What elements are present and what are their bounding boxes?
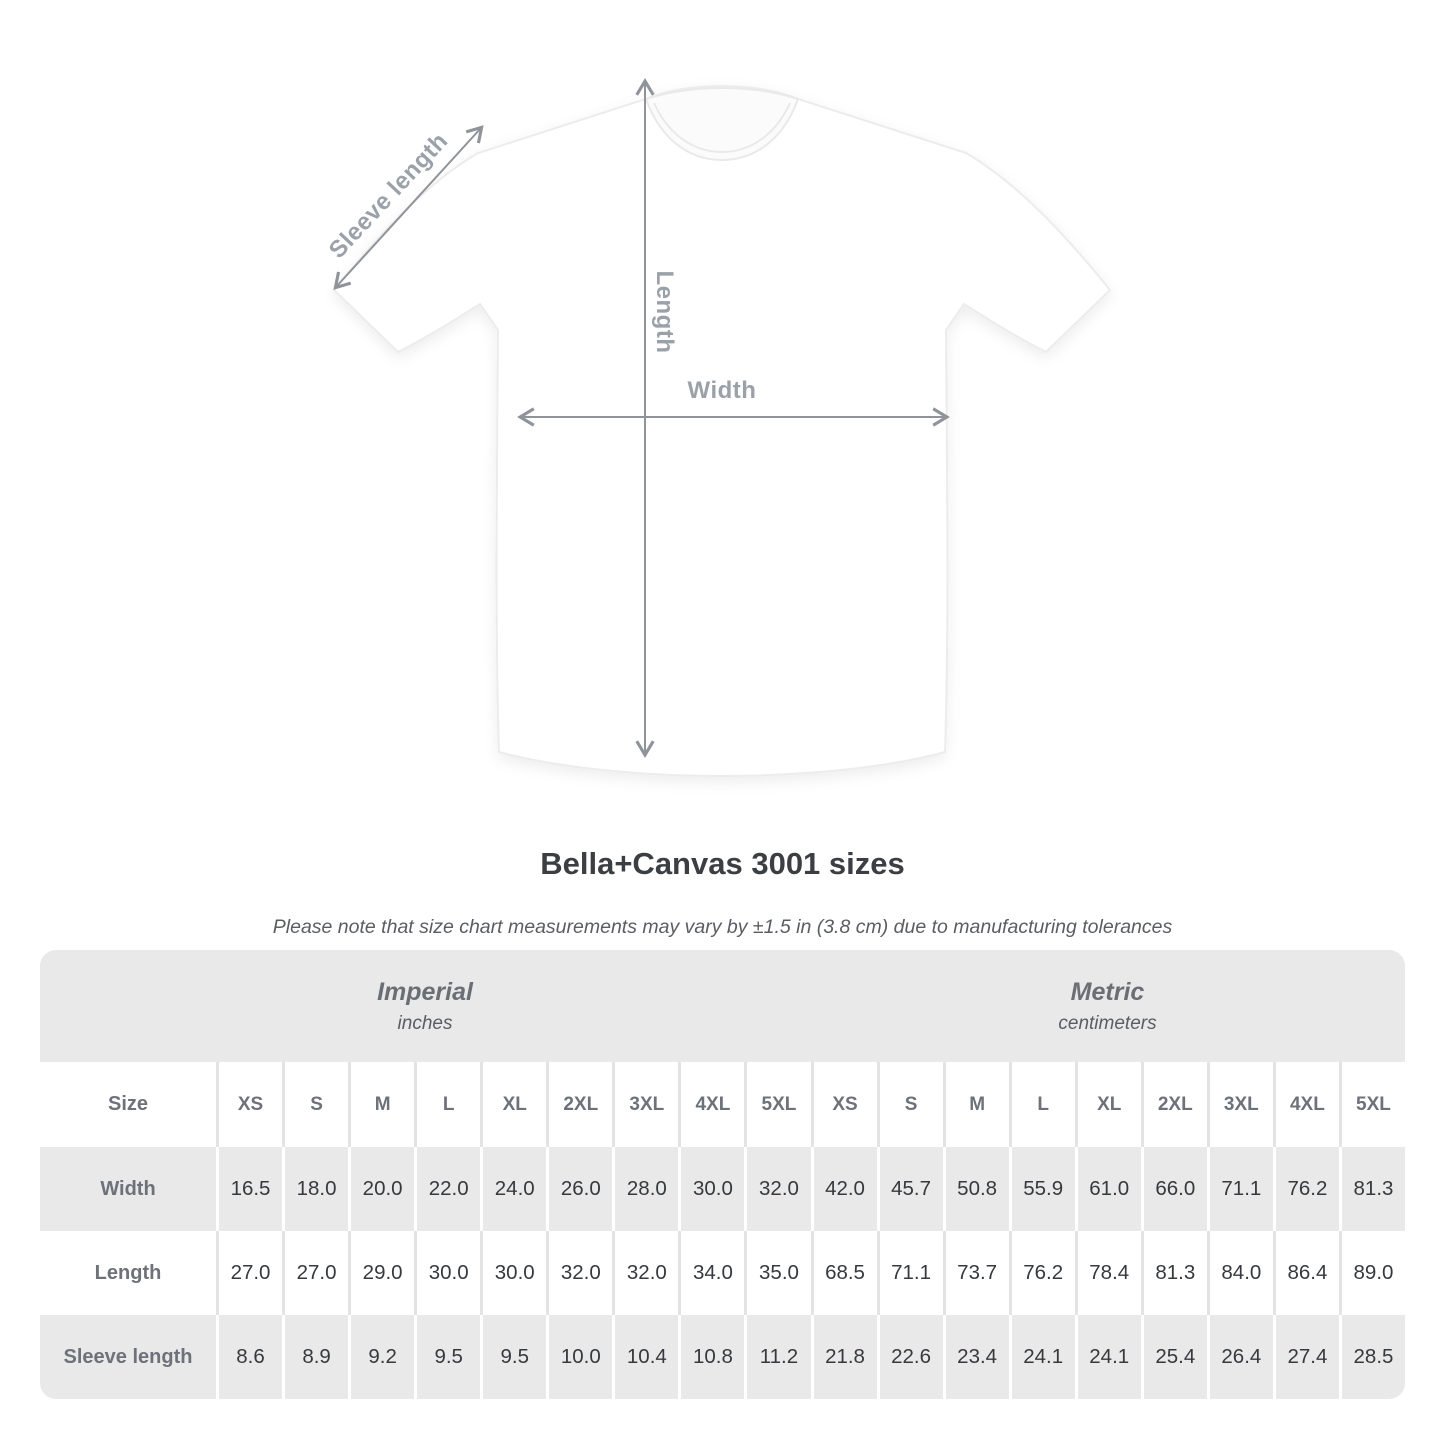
measurement-value-imperial: 30.0 [480, 1231, 546, 1315]
size-row-label: Size [107, 1093, 149, 1115]
measurement-value-metric: 81.3 [1338, 1147, 1405, 1231]
measurement-value-imperial: 35.0 [744, 1231, 810, 1315]
measurement-value-metric: 84.0 [1206, 1231, 1273, 1315]
size-col-header-metric: 5XL [1338, 1062, 1405, 1147]
measurement-value-metric: 21.8 [810, 1315, 877, 1399]
measurement-value-imperial: 18.0 [282, 1147, 348, 1231]
measurement-row-label: Sleeve length [63, 1345, 193, 1368]
measurement-value-imperial: 20.0 [348, 1147, 414, 1231]
unit-header-band: Imperial inches Metric centimeters [40, 950, 1405, 1062]
measurement-value-imperial: 8.6 [216, 1315, 282, 1399]
measurement-value-metric: 22.6 [876, 1315, 943, 1399]
measurement-value-metric: 76.2 [1008, 1231, 1075, 1315]
size-col-header-imperial: XL [480, 1062, 546, 1147]
measurement-value-imperial: 9.2 [348, 1315, 414, 1399]
table-rows: Width 16.5 18.0 20.0 22.0 24.0 26.0 28.0 30.0 32.… [40, 1147, 1405, 1399]
measurement-value-metric: 89.0 [1338, 1231, 1405, 1315]
size-col-header-metric: S [876, 1062, 943, 1147]
size-col-header-metric: 4XL [1272, 1062, 1339, 1147]
measurement-value-imperial: 22.0 [414, 1147, 480, 1231]
measurement-value-metric: 81.3 [1140, 1231, 1207, 1315]
measurement-value-imperial: 27.0 [216, 1231, 282, 1315]
size-col-header-imperial: L [414, 1062, 480, 1147]
measurement-row-label: Length [94, 1261, 162, 1284]
measurement-value-imperial: 27.0 [282, 1231, 348, 1315]
metric-unit-label: centimeters [1058, 1012, 1157, 1034]
size-col-header-imperial: M [348, 1062, 414, 1147]
measurement-value-metric: 25.4 [1140, 1315, 1207, 1399]
measurement-value-imperial: 30.0 [678, 1147, 744, 1231]
width-annotation: Width [687, 377, 757, 404]
sleeve-length-arrow [333, 125, 484, 290]
measurement-value-metric: 24.1 [1008, 1315, 1075, 1399]
measurement-value-imperial: 16.5 [216, 1147, 282, 1231]
size-col-header-metric: 2XL [1140, 1062, 1207, 1147]
measurement-value-imperial: 26.0 [546, 1147, 612, 1231]
measurement-value-metric: 78.4 [1074, 1231, 1141, 1315]
measurement-value-imperial: 28.0 [612, 1147, 678, 1231]
measurement-value-metric: 50.8 [942, 1147, 1009, 1231]
imperial-unit-label: inches [397, 1012, 453, 1034]
measurement-value-metric: 86.4 [1272, 1231, 1339, 1315]
measurement-value-metric: 28.5 [1338, 1315, 1405, 1399]
size-table: Imperial inches Metric centimeters Size … [40, 950, 1405, 1399]
tshirt-diagram [332, 78, 1112, 778]
size-col-header-metric: 3XL [1206, 1062, 1273, 1147]
measurement-value-imperial: 32.0 [612, 1231, 678, 1315]
measurement-row: Width 16.5 18.0 20.0 22.0 24.0 26.0 28.0 30.0 32.… [40, 1147, 1405, 1231]
measurement-value-metric: 26.4 [1206, 1315, 1273, 1399]
measurement-value-metric: 55.9 [1008, 1147, 1075, 1231]
imperial-label: Imperial [377, 977, 473, 1006]
measurement-value-imperial: 9.5 [414, 1315, 480, 1399]
size-header-row: Size XS S M L XL 2XL 3XL 4XL 5XL XS S M L XL 2XL 3XL 4XL… [40, 1062, 1405, 1147]
measurement-value-metric: 71.1 [876, 1231, 943, 1315]
size-col-header-imperial: 3XL [612, 1062, 678, 1147]
measurement-value-imperial: 10.0 [546, 1315, 612, 1399]
tolerance-note: Please note that size chart measurements… [272, 916, 1173, 938]
measurement-value-metric: 23.4 [942, 1315, 1009, 1399]
size-col-header-metric: L [1008, 1062, 1075, 1147]
measurement-value-metric: 68.5 [810, 1231, 877, 1315]
measurement-value-metric: 66.0 [1140, 1147, 1207, 1231]
measurement-value-metric: 27.4 [1272, 1315, 1339, 1399]
measurement-value-metric: 45.7 [876, 1147, 943, 1231]
measurement-value-imperial: 10.8 [678, 1315, 744, 1399]
size-col-header-metric: XS [810, 1062, 877, 1147]
size-col-header-imperial: 2XL [546, 1062, 612, 1147]
measurement-value-imperial: 29.0 [348, 1231, 414, 1315]
length-annotation: Length [651, 270, 678, 354]
metric-header: Metric centimeters [810, 950, 1405, 1062]
size-col-header-imperial: XS [216, 1062, 282, 1147]
metric-label: Metric [1070, 977, 1145, 1006]
measurement-value-metric: 76.2 [1272, 1147, 1339, 1231]
imperial-header: Imperial inches [40, 950, 810, 1062]
measurement-value-imperial: 11.2 [744, 1315, 810, 1399]
tshirt-outline [332, 84, 1112, 778]
measurement-value-imperial: 10.4 [612, 1315, 678, 1399]
measurement-value-metric: 71.1 [1206, 1147, 1273, 1231]
size-col-header-imperial: 5XL [744, 1062, 810, 1147]
size-col-header-metric: M [942, 1062, 1009, 1147]
size-col-header-imperial: S [282, 1062, 348, 1147]
measurement-value-imperial: 24.0 [480, 1147, 546, 1231]
measurement-value-imperial: 30.0 [414, 1231, 480, 1315]
measurement-value-metric: 61.0 [1074, 1147, 1141, 1231]
measurement-value-imperial: 32.0 [744, 1147, 810, 1231]
measurement-value-imperial: 34.0 [678, 1231, 744, 1315]
tshirt-collar [644, 86, 800, 162]
measurement-row: Length 27.0 27.0 29.0 30.0 30.0 32.0 32.0 34.0 35… [40, 1231, 1405, 1315]
measurement-row-label: Width [100, 1177, 156, 1200]
size-col-header-imperial: 4XL [678, 1062, 744, 1147]
measurement-value-imperial: 8.9 [282, 1315, 348, 1399]
measurement-row: Sleeve length 8.6 8.9 9.2 9.5 9.5 10.0 10.4 10.8… [40, 1315, 1405, 1399]
measurement-value-metric: 73.7 [942, 1231, 1009, 1315]
page-title: Bella+Canvas 3001 sizes [540, 846, 905, 881]
measurement-value-imperial: 9.5 [480, 1315, 546, 1399]
measurement-value-metric: 42.0 [810, 1147, 877, 1231]
measurement-value-metric: 24.1 [1074, 1315, 1141, 1399]
measurement-value-imperial: 32.0 [546, 1231, 612, 1315]
size-col-header-metric: XL [1074, 1062, 1141, 1147]
